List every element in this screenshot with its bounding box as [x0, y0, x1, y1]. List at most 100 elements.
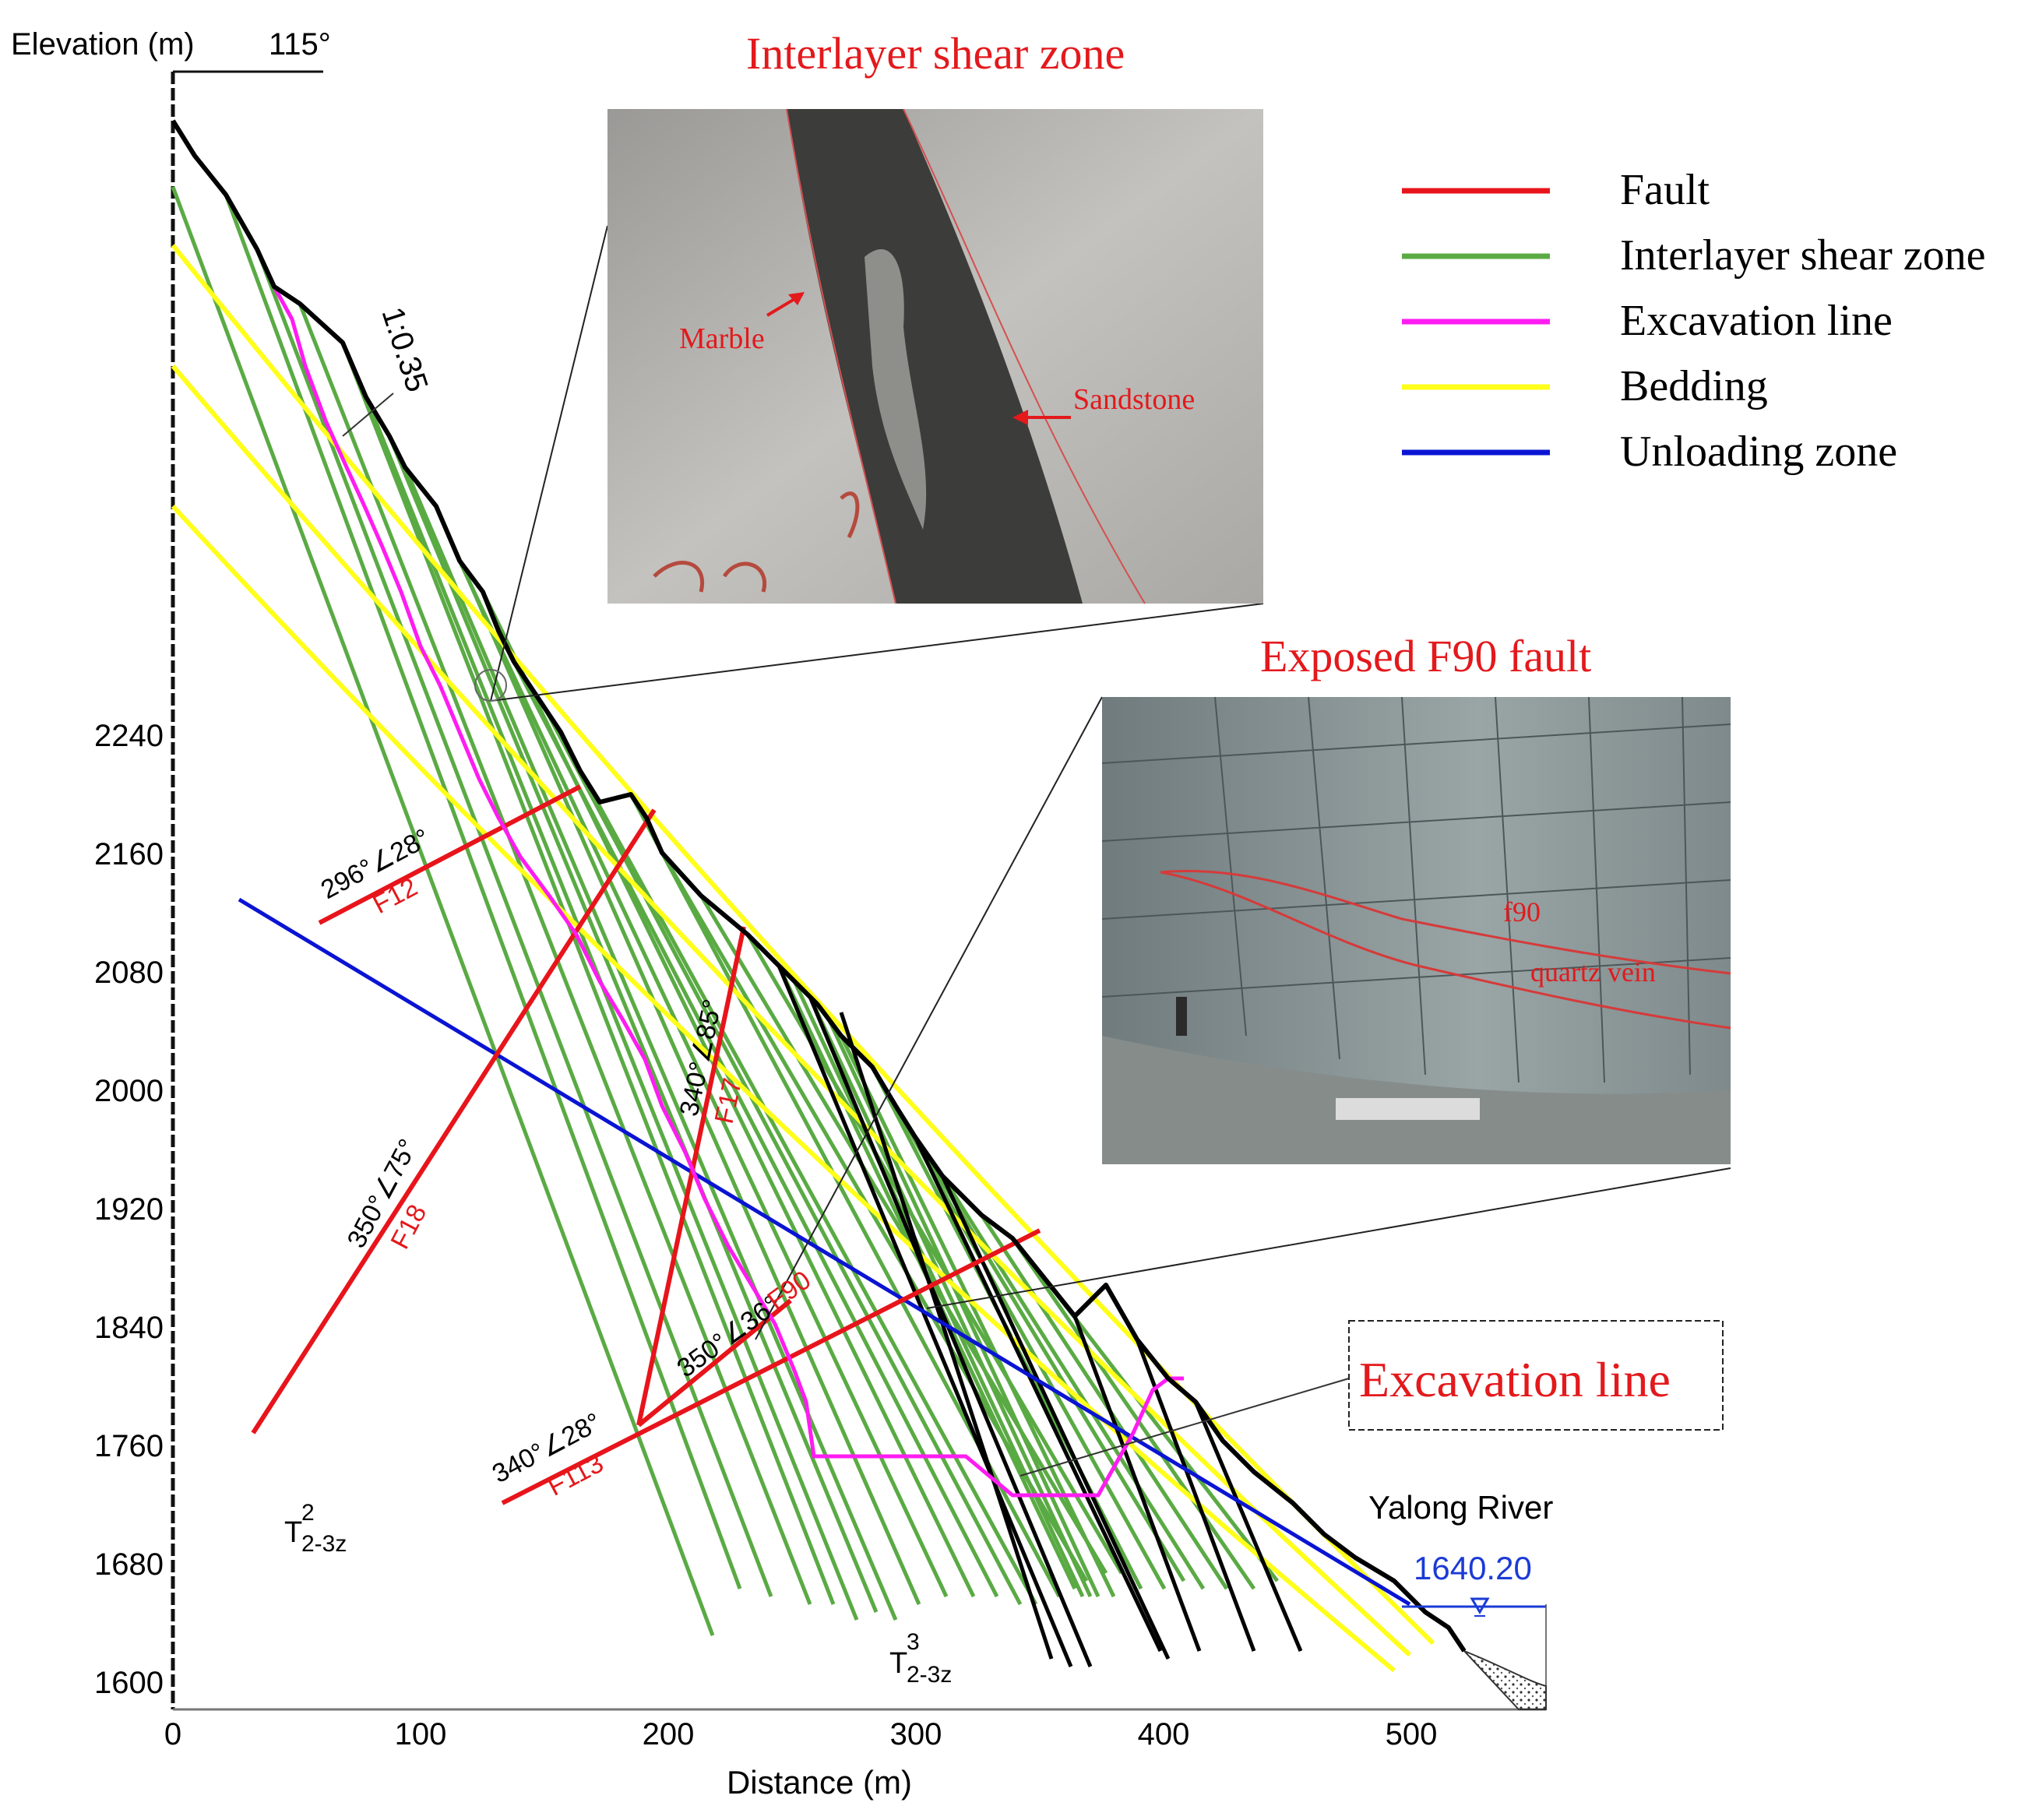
shear-zone-line [1010, 1237, 1256, 1590]
excavation-callout-leader [1020, 1378, 1350, 1477]
x-tick-label: 500 [1386, 1717, 1438, 1751]
photo2-quartz-vein-trace [1160, 871, 1731, 1030]
stratum-lower-sub: 2-3z [301, 1531, 347, 1557]
water-level-icon [1470, 1597, 1490, 1614]
unloading-zone-lines [238, 897, 1411, 1607]
shear-zone-line [364, 396, 859, 1621]
river-bank-deposit [1463, 1650, 1547, 1710]
shear-zone-line [512, 660, 999, 1598]
photo1-marble-lens [865, 249, 927, 530]
shear-zone-line [457, 559, 949, 1598]
shear-zone-line [255, 248, 773, 1597]
photo1-arrowhead-sandstone [1012, 410, 1028, 425]
unloading-zone-line [238, 897, 1411, 1607]
fault-line [501, 1228, 1041, 1505]
photo1-contact-line-left [786, 108, 896, 604]
fault-line [318, 784, 582, 925]
fault-line [636, 926, 746, 1426]
photo1-leader-bottom [490, 603, 1264, 702]
shear-zone-line [387, 435, 879, 1613]
x-axis-title: Distance (m) [727, 1764, 912, 1801]
slope-ratio-leader [342, 393, 394, 437]
x-tick-label: 200 [643, 1717, 695, 1751]
photo2-title: Exposed F90 fault [1260, 631, 1591, 681]
photo2-label-quartz-vein: quartz vein [1530, 956, 1656, 987]
stratum-lower-base: T [284, 1516, 302, 1549]
stratum-upper-sub: 2-3z [907, 1662, 952, 1688]
legend-label: Fault [1620, 166, 1710, 214]
river-level: 1640.20 [1414, 1550, 1532, 1586]
bedding-line [171, 244, 1435, 1646]
structure-line [808, 996, 1093, 1667]
photo2-f90-trace [1160, 869, 1731, 975]
bedding-line [171, 364, 1412, 1657]
shear-zone-line [434, 505, 921, 1606]
excavation-line [272, 285, 1184, 1498]
photo2-label-f90: f90 [1503, 896, 1541, 928]
x-tick-label: 300 [890, 1717, 942, 1751]
photo1-graffiti [653, 491, 860, 593]
y-tick-label: 2240 [94, 719, 164, 753]
structure-line [777, 965, 1073, 1667]
y-tick-label: 2000 [94, 1074, 164, 1108]
structure-line [940, 1174, 1171, 1660]
stratum-label-lower: T 2 2-3z [284, 1500, 347, 1557]
stratum-upper-sup: 3 [907, 1629, 920, 1655]
shear-zone-line [403, 466, 898, 1621]
legend-label: Excavation line [1620, 297, 1893, 345]
y-tick-label: 1840 [94, 1311, 164, 1345]
fault-line [251, 808, 657, 1435]
fault-lines [251, 784, 1041, 1505]
y-tick-labels: 2240 2160 2080 2000 1920 1840 1760 1680 1600 [94, 719, 164, 1700]
photo-interlayer-shear-zone: Marble Sandstone [607, 108, 1263, 604]
stratum-upper-base: T [889, 1647, 907, 1680]
structure-line [1135, 1339, 1256, 1652]
photo1-source-circle [474, 669, 507, 702]
black-structure-lines [777, 965, 1303, 1667]
photo1-arrowhead-marble [788, 292, 805, 305]
photo1-label-marble: Marble [679, 322, 765, 355]
y-tick-label: 2160 [94, 837, 164, 871]
excavation-callout-box [1348, 1320, 1724, 1431]
y-tick-label: 1760 [94, 1429, 164, 1463]
photo1-title: Interlayer shear zone [746, 28, 1125, 79]
shear-zone-line [979, 1213, 1229, 1590]
y-tick-label: 1920 [94, 1192, 164, 1227]
azimuth-label: 115° [269, 27, 331, 62]
photo2-scaffold-grid [1101, 696, 1731, 1083]
photo1-label-sandstone: Sandstone [1073, 383, 1195, 416]
ground-surface [171, 119, 1467, 1653]
x-tick-labels: 0 100 200 300 400 500 [164, 1717, 1438, 1751]
y-tick-label: 1600 [94, 1666, 164, 1700]
structure-line [1072, 1315, 1202, 1652]
stratum-lower-sup: 2 [301, 1500, 315, 1526]
x-tick-label: 100 [395, 1717, 447, 1751]
photo1-leader-top [490, 225, 608, 702]
photo1-dark-band [787, 109, 1083, 604]
y-tick-label: 2080 [94, 956, 164, 990]
photo2-leader-bottom [926, 1167, 1731, 1309]
photo1-contact-line-right [903, 108, 1146, 604]
legend-label: Interlayer shear zone [1620, 231, 1986, 280]
photo2-scale-bar [1336, 1098, 1480, 1120]
shear-zone-line [171, 186, 715, 1636]
stratum-label-upper: T 3 2-3z [889, 1629, 952, 1688]
slope-ratio-label: 1:0.35 [375, 303, 434, 396]
shear-zone-line [1042, 1276, 1279, 1582]
fault-label-f113: 340°∠28° F113 [488, 1407, 608, 1502]
photo2-worker [1176, 997, 1187, 1036]
interlayer-shear-zones [171, 186, 1279, 1636]
structure-line [913, 1135, 1163, 1653]
legend-label: Unloading zone [1620, 428, 1897, 476]
legend: Fault Interlayer shear zone Excavation lin… [1402, 166, 1986, 476]
photo2-leader-top [755, 696, 1103, 1340]
axes [171, 70, 1547, 1711]
shear-zone-line [940, 1174, 1206, 1590]
excavation-callout-text: Excavation line [1359, 1352, 1671, 1407]
shear-zone-line [699, 894, 1108, 1575]
legend-label: Bedding [1620, 362, 1768, 410]
shear-zone-line [839, 1034, 1116, 1598]
photo-exposed-f90-fault: f90 quartz vein [1101, 696, 1731, 1164]
structure-line [839, 1012, 1054, 1660]
